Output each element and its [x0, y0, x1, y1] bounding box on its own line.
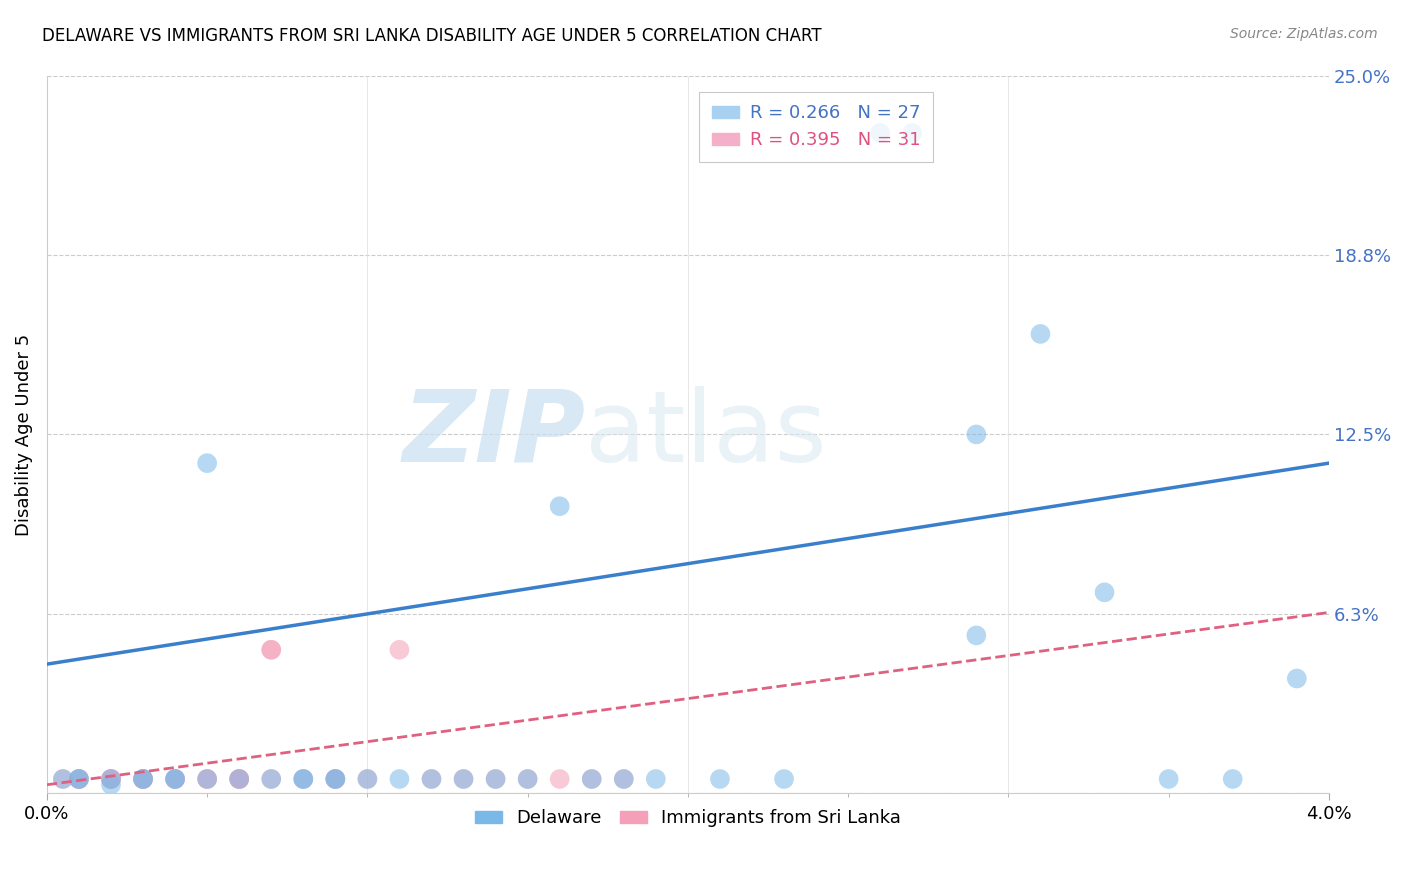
Text: ZIP: ZIP	[402, 386, 585, 483]
Point	[52, 772, 75, 786]
Point	[644, 772, 666, 786]
Point	[292, 772, 315, 786]
Point	[260, 772, 283, 786]
Point	[1222, 772, 1244, 786]
Point	[484, 772, 506, 786]
Point	[132, 772, 155, 786]
Point	[613, 772, 636, 786]
Text: atlas: atlas	[585, 386, 827, 483]
Point	[1285, 672, 1308, 686]
Point	[581, 772, 603, 786]
Point	[67, 772, 90, 786]
Point	[228, 772, 250, 786]
Point	[325, 772, 347, 786]
Point	[548, 772, 571, 786]
Point	[100, 772, 122, 786]
Point	[901, 126, 924, 140]
Point	[965, 427, 987, 442]
Point	[1094, 585, 1116, 599]
Point	[228, 772, 250, 786]
Text: DELAWARE VS IMMIGRANTS FROM SRI LANKA DISABILITY AGE UNDER 5 CORRELATION CHART: DELAWARE VS IMMIGRANTS FROM SRI LANKA DI…	[42, 27, 821, 45]
Point	[581, 772, 603, 786]
Point	[1157, 772, 1180, 786]
Point	[132, 772, 155, 786]
Point	[195, 772, 218, 786]
Point	[965, 628, 987, 642]
Point	[165, 772, 187, 786]
Point	[67, 772, 90, 786]
Point	[869, 126, 891, 140]
Point	[228, 772, 250, 786]
Point	[388, 772, 411, 786]
Point	[388, 642, 411, 657]
Point	[132, 772, 155, 786]
Point	[292, 772, 315, 786]
Point	[195, 456, 218, 470]
Point	[195, 772, 218, 786]
Point	[100, 772, 122, 786]
Legend: Delaware, Immigrants from Sri Lanka: Delaware, Immigrants from Sri Lanka	[467, 802, 908, 835]
Point	[420, 772, 443, 786]
Y-axis label: Disability Age Under 5: Disability Age Under 5	[15, 334, 32, 535]
Point	[548, 500, 571, 514]
Point	[325, 772, 347, 786]
Point	[453, 772, 475, 786]
Point	[100, 778, 122, 792]
Point	[228, 772, 250, 786]
Point	[453, 772, 475, 786]
Point	[516, 772, 538, 786]
Point	[165, 772, 187, 786]
Point	[709, 772, 731, 786]
Point	[195, 772, 218, 786]
Point	[773, 772, 796, 786]
Point	[325, 772, 347, 786]
Point	[420, 772, 443, 786]
Point	[132, 772, 155, 786]
Point	[67, 772, 90, 786]
Point	[100, 772, 122, 786]
Point	[67, 772, 90, 786]
Point	[165, 772, 187, 786]
Point	[1029, 326, 1052, 341]
Point	[356, 772, 378, 786]
Text: Source: ZipAtlas.com: Source: ZipAtlas.com	[1230, 27, 1378, 41]
Point	[516, 772, 538, 786]
Point	[325, 772, 347, 786]
Point	[613, 772, 636, 786]
Point	[100, 772, 122, 786]
Point	[484, 772, 506, 786]
Point	[292, 772, 315, 786]
Point	[260, 642, 283, 657]
Point	[260, 642, 283, 657]
Point	[356, 772, 378, 786]
Point	[165, 772, 187, 786]
Point	[260, 772, 283, 786]
Point	[52, 772, 75, 786]
Point	[132, 772, 155, 786]
